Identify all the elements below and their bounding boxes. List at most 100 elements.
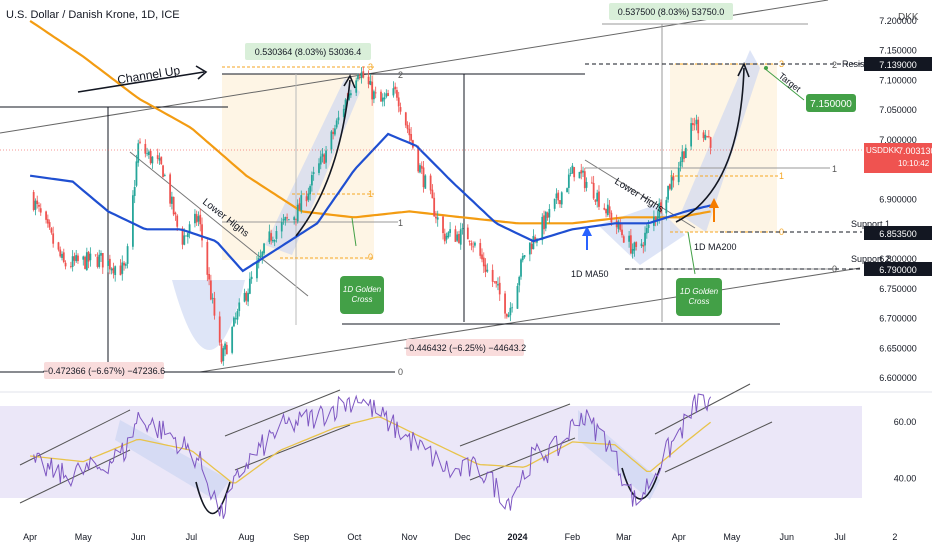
candle bbox=[571, 162, 574, 174]
candle bbox=[296, 199, 299, 224]
candle bbox=[479, 238, 482, 259]
candle bbox=[46, 214, 49, 228]
golden-cross-box-2 bbox=[676, 278, 722, 316]
candle bbox=[629, 229, 632, 255]
candle bbox=[442, 215, 444, 240]
candle bbox=[355, 77, 358, 96]
candle bbox=[690, 117, 693, 151]
candle bbox=[534, 234, 537, 244]
structure-lines bbox=[0, 23, 808, 373]
fib-label-0-gray-b: 0 bbox=[832, 264, 837, 274]
price-tick-label: 6.700000 bbox=[879, 314, 917, 324]
time-tick-label: Jul bbox=[834, 532, 846, 542]
time-tick-label: Mar bbox=[616, 532, 632, 542]
candle bbox=[567, 168, 570, 195]
measure-box-2 bbox=[609, 3, 733, 20]
support-1-price-text: 6.853500 bbox=[879, 229, 917, 239]
candle bbox=[213, 291, 216, 320]
price-axis[interactable]: 7.200000 7.150000 7.100000 7.050000 7.000000… bbox=[879, 16, 917, 383]
time-tick-label: Jun bbox=[131, 532, 146, 542]
candle bbox=[206, 239, 209, 282]
rsi-panel bbox=[0, 383, 932, 519]
candle bbox=[417, 145, 420, 174]
candle bbox=[447, 231, 450, 239]
candle bbox=[89, 247, 92, 267]
rsi-bottom-arc-2 bbox=[621, 467, 661, 500]
candle bbox=[435, 211, 437, 224]
candle bbox=[424, 174, 427, 189]
candle bbox=[156, 148, 159, 164]
candle bbox=[603, 203, 606, 211]
candle bbox=[259, 249, 262, 258]
candle bbox=[293, 215, 296, 225]
fib-label-2a: 2 bbox=[398, 70, 403, 80]
candle bbox=[516, 283, 519, 310]
rsi-channel-2a bbox=[224, 389, 341, 437]
candle bbox=[69, 261, 72, 269]
candle bbox=[309, 184, 312, 201]
candle bbox=[243, 288, 246, 303]
candle bbox=[544, 210, 547, 232]
candle bbox=[75, 249, 78, 263]
support-1-label: Support 1 bbox=[851, 219, 890, 229]
candle bbox=[468, 240, 471, 246]
candle bbox=[406, 121, 409, 134]
rsi-axis[interactable]: 60.00 40.00 bbox=[894, 417, 917, 483]
candle bbox=[64, 260, 67, 270]
measure-box-1 bbox=[245, 43, 371, 60]
rsi-tick-label: 60.00 bbox=[894, 417, 917, 427]
candle bbox=[110, 267, 113, 275]
candle bbox=[543, 210, 545, 235]
fib-label-0-gray: 0 bbox=[398, 367, 403, 377]
candle bbox=[162, 164, 164, 178]
ma50-line bbox=[29, 132, 711, 273]
candle bbox=[112, 262, 115, 279]
candle bbox=[385, 89, 388, 99]
candle bbox=[580, 163, 583, 180]
candle bbox=[546, 211, 549, 221]
candle bbox=[523, 254, 526, 259]
candle bbox=[132, 190, 134, 250]
time-tick-label: Sep bbox=[293, 532, 309, 542]
candle bbox=[201, 217, 203, 248]
candle bbox=[436, 210, 439, 227]
candle bbox=[169, 172, 172, 207]
resistance-price-tag bbox=[864, 57, 932, 71]
candles bbox=[32, 66, 712, 366]
candle bbox=[272, 236, 274, 243]
candle bbox=[559, 200, 561, 208]
candle bbox=[158, 152, 161, 165]
candle bbox=[445, 232, 448, 244]
time-axis[interactable]: Apr May Jun Jul Aug Sep Oct Nov Dec 2024 Feb Mar Apr… bbox=[23, 532, 897, 542]
candle bbox=[172, 196, 175, 217]
candle bbox=[374, 86, 377, 99]
support-1-price-tag bbox=[864, 226, 932, 240]
candle bbox=[225, 342, 228, 355]
price-tick-label: 7.000000 bbox=[879, 135, 917, 145]
rsi-series bbox=[33, 393, 712, 519]
time-tick-label: May bbox=[75, 532, 93, 542]
candle bbox=[461, 223, 464, 235]
candle bbox=[566, 187, 568, 193]
candle bbox=[307, 187, 310, 203]
ma50-series bbox=[29, 132, 711, 273]
rsi-ma-line bbox=[30, 416, 712, 484]
candle bbox=[163, 173, 166, 177]
rally-arrow-1-head bbox=[343, 74, 356, 89]
candle bbox=[32, 189, 35, 212]
candle bbox=[667, 185, 669, 203]
candle bbox=[695, 114, 698, 131]
candle bbox=[268, 224, 271, 245]
candle bbox=[321, 147, 324, 163]
candle bbox=[298, 197, 301, 210]
candle bbox=[234, 312, 237, 324]
target-price-label: 7.150000 bbox=[810, 99, 852, 110]
fib-label-1b: 1 bbox=[779, 171, 784, 181]
price-tick-label: 6.750000 bbox=[879, 284, 917, 294]
candle bbox=[491, 264, 494, 288]
candle bbox=[422, 160, 425, 193]
currency-label: DKK bbox=[898, 12, 919, 23]
rsi-tick-label: 40.00 bbox=[894, 474, 917, 484]
last-price-tag bbox=[864, 143, 932, 173]
